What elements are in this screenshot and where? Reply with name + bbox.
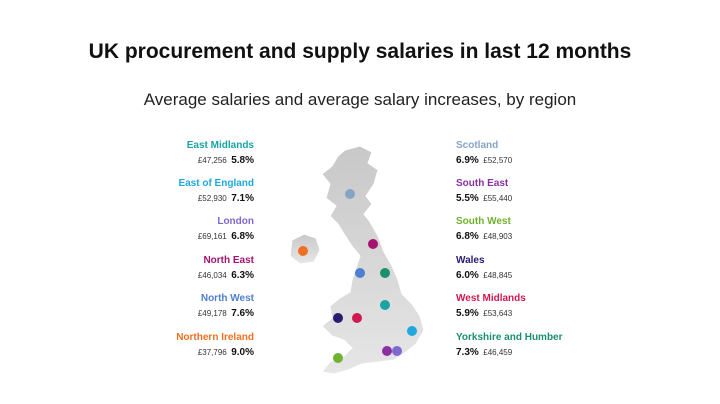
region-name: Northern Ireland xyxy=(176,332,254,343)
region-figures: 5.5% £55,440 xyxy=(456,190,656,205)
region-dot xyxy=(333,353,343,363)
region-dot xyxy=(380,268,390,278)
region-figures: 7.3% £46,459 xyxy=(456,344,656,359)
salary: £37,796 xyxy=(197,348,227,357)
subtitle: Average salaries and average salary incr… xyxy=(143,90,577,109)
region-dot xyxy=(298,246,308,256)
region-label: Scotland 6.9% £52,570 xyxy=(456,139,656,167)
region-label: Wales 6.0% £48,845 xyxy=(456,254,656,282)
title: UK procurement and supply salaries in la… xyxy=(88,40,632,63)
region-dot xyxy=(407,326,417,336)
region-name: South West xyxy=(456,216,511,227)
region-label: North West £49,178 7.6% xyxy=(54,292,254,320)
region-label: South West 6.8% £48,903 xyxy=(456,215,656,243)
region-name: Yorkshire and Humber xyxy=(456,332,563,343)
salary: £69,161 xyxy=(197,232,227,241)
region-label: East Midlands £47,256 5.8% xyxy=(54,139,254,167)
increase: 5.8% xyxy=(231,155,254,166)
region-label: West Midlands 5.9% £53,643 xyxy=(456,292,656,320)
salary: £53,643 xyxy=(483,309,513,318)
region-figures: £52,930 7.1% xyxy=(54,190,254,205)
region-figures: £69,161 6.8% xyxy=(54,228,254,243)
region-dot xyxy=(352,313,362,323)
region-figures: £47,256 5.8% xyxy=(54,152,254,167)
region-label: London £69,161 6.8% xyxy=(54,215,254,243)
increase: 6.8% xyxy=(456,231,479,242)
region-figures: 6.8% £48,903 xyxy=(456,228,656,243)
region-figures: 5.9% £53,643 xyxy=(456,305,656,320)
region-figures: £37,796 9.0% xyxy=(54,344,254,359)
increase: 9.0% xyxy=(231,347,254,358)
region-dot xyxy=(368,239,378,249)
salary: £46,459 xyxy=(483,348,513,357)
increase: 6.8% xyxy=(231,231,254,242)
increase: 6.0% xyxy=(456,270,479,281)
region-figures: 6.0% £48,845 xyxy=(456,267,656,282)
salary: £46,034 xyxy=(197,271,227,280)
region-figures: 6.9% £52,570 xyxy=(456,152,656,167)
increase: 6.9% xyxy=(456,155,479,166)
salary: £47,256 xyxy=(197,156,227,165)
salary: £49,178 xyxy=(197,309,227,318)
region-name: North West xyxy=(200,293,254,304)
region-dot xyxy=(380,300,390,310)
region-name: London xyxy=(217,216,254,227)
region-dot xyxy=(382,346,392,356)
region-label: East of England £52,930 7.1% xyxy=(54,177,254,205)
region-label: North East £46,034 6.3% xyxy=(54,254,254,282)
salary: £52,930 xyxy=(197,194,227,203)
region-name: East Midlands xyxy=(186,140,254,151)
salary: £52,570 xyxy=(483,156,513,165)
salary: £55,440 xyxy=(483,194,513,203)
increase: 7.6% xyxy=(231,308,254,319)
region-name: Wales xyxy=(456,255,485,266)
region-figures: £46,034 6.3% xyxy=(54,267,254,282)
increase: 7.3% xyxy=(456,347,479,358)
region-label: Northern Ireland £37,796 9.0% xyxy=(54,331,254,359)
increase: 5.9% xyxy=(456,308,479,319)
region-dot xyxy=(345,189,355,199)
region-name: Scotland xyxy=(456,140,499,151)
region-name: West Midlands xyxy=(456,293,526,304)
salary: £48,845 xyxy=(483,271,513,280)
region-name: East of England xyxy=(178,178,254,189)
region-dot xyxy=(355,268,365,278)
region-label: Yorkshire and Humber 7.3% £46,459 xyxy=(456,331,656,359)
great-britain xyxy=(321,145,425,375)
region-dot xyxy=(333,313,343,323)
increase: 5.5% xyxy=(456,193,479,204)
region-figures: £49,178 7.6% xyxy=(54,305,254,320)
region-label: South East 5.5% £55,440 xyxy=(456,177,656,205)
increase: 7.1% xyxy=(231,193,254,204)
region-name: North East xyxy=(203,255,254,266)
region-name: South East xyxy=(456,178,509,189)
increase: 6.3% xyxy=(231,270,254,281)
salary: £48,903 xyxy=(483,232,513,241)
region-dot xyxy=(392,346,402,356)
